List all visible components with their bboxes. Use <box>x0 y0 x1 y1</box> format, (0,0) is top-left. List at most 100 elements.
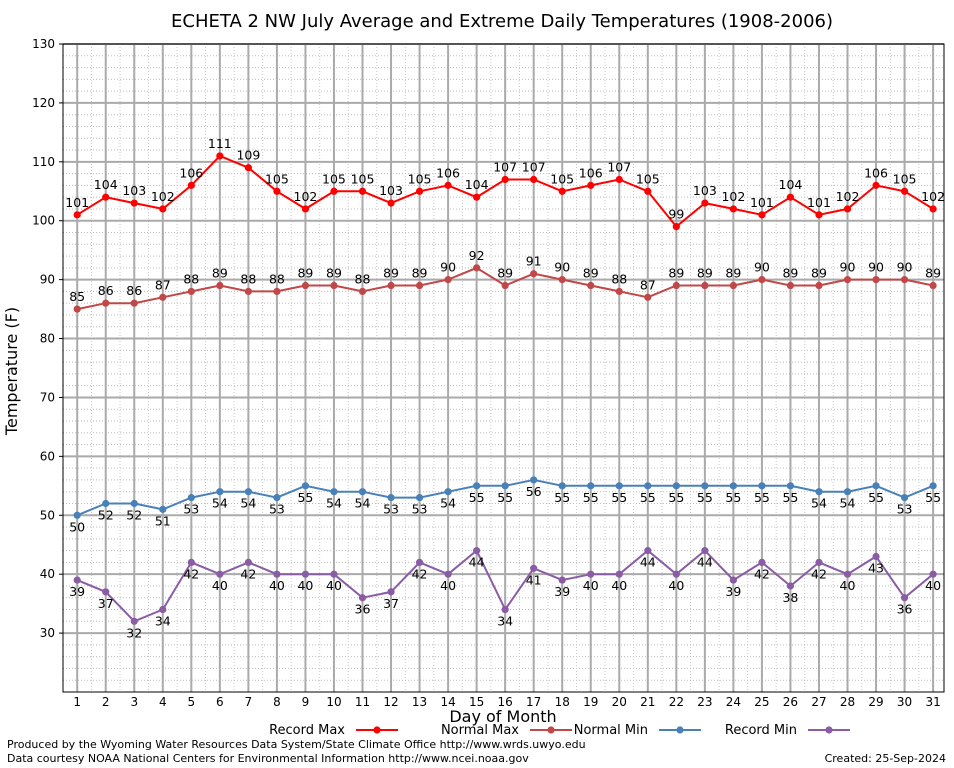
record-min-data-label: 36 <box>897 602 913 617</box>
record-max-data-label: 105 <box>322 171 346 186</box>
record-max-point <box>729 205 737 213</box>
legend-label-record-max: Record Max <box>269 723 345 738</box>
record-min-point <box>301 570 310 578</box>
grid <box>63 43 944 692</box>
x-tick-label: 29 <box>868 695 883 709</box>
record-max-point <box>872 181 880 189</box>
record-max-data-label: 104 <box>779 177 803 192</box>
y-tick-label: 80 <box>40 332 55 346</box>
record-min-point <box>159 605 167 614</box>
record-max-data-label: 103 <box>122 183 146 198</box>
normal-min-point <box>159 505 167 513</box>
record-max-data-label: 102 <box>836 189 860 204</box>
normal-min-point <box>330 488 338 496</box>
normal-max-data-label: 89 <box>782 266 798 281</box>
record-min-data-label: 34 <box>497 614 513 629</box>
normal-min-data-label: 51 <box>155 513 171 528</box>
normal-max-point <box>415 281 424 290</box>
x-tick-label: 15 <box>469 695 484 709</box>
legend: Record Max Normal Max Normal Min Record Min <box>269 723 850 738</box>
normal-min-point <box>729 482 737 490</box>
x-tick-label: 1 <box>73 695 81 709</box>
record-max-data-label: 102 <box>294 189 318 204</box>
x-tick-label: 16 <box>498 695 513 709</box>
normal-min-point <box>530 476 538 484</box>
normal-min-data-label: 55 <box>868 490 884 505</box>
x-tick-label: 23 <box>697 695 712 709</box>
normal-max-point <box>301 281 310 290</box>
normal-min-point <box>102 499 110 508</box>
y-tick-label: 40 <box>40 567 55 581</box>
record-max-data-label: 105 <box>265 171 289 186</box>
normal-max-point <box>473 264 481 272</box>
normal-max-data-label: 88 <box>269 271 285 286</box>
normal-max-point <box>244 287 252 296</box>
normal-min-data-label: 54 <box>326 496 342 511</box>
normal-min-point <box>244 488 252 496</box>
normal-min-point <box>73 511 81 519</box>
record-max-point <box>102 193 110 201</box>
record-max-point <box>758 211 766 219</box>
normal-max-data-label: 89 <box>925 266 941 281</box>
y-tick-label: 70 <box>40 390 55 404</box>
normal-max-point <box>102 299 110 307</box>
record-min-point <box>530 564 538 572</box>
record-min-data-label: 36 <box>355 602 371 617</box>
record-max-point <box>701 199 709 207</box>
normal-min-data-label: 55 <box>297 490 313 505</box>
normal-min-point <box>444 488 452 496</box>
normal-max-point <box>159 293 167 301</box>
x-tick-label: 21 <box>640 695 655 709</box>
normal-min-point <box>587 482 595 490</box>
record-min-point <box>330 570 338 578</box>
normal-max-point <box>73 305 81 313</box>
normal-min-data-label: 55 <box>497 490 513 505</box>
record-max-data-label: 102 <box>151 189 175 204</box>
y-tick-label: 120 <box>32 96 55 110</box>
normal-min-data-label: 55 <box>554 490 570 505</box>
normal-max-point <box>758 276 766 284</box>
record-max-point <box>330 187 338 195</box>
record-max-point <box>301 205 310 213</box>
record-max-point <box>130 199 138 207</box>
record-min-data-label: 42 <box>240 566 256 581</box>
normal-max-data-label: 90 <box>440 260 456 275</box>
x-tick-label: 20 <box>612 695 627 709</box>
record-max-data-label: 106 <box>179 165 203 180</box>
legend-marker-record-max <box>373 726 381 734</box>
x-tick-label: 28 <box>840 695 855 709</box>
series <box>73 152 937 625</box>
record-max-point <box>159 205 167 213</box>
y-tick-label: 30 <box>40 626 55 640</box>
record-min-data-label: 40 <box>440 578 456 593</box>
record-min-data-label: 42 <box>412 566 428 581</box>
x-tick-label: 3 <box>130 695 138 709</box>
record-min-data-label: 37 <box>98 596 114 611</box>
normal-max-data-label: 89 <box>583 266 599 281</box>
record-min-point <box>387 588 395 596</box>
record-max-data-label: 104 <box>94 177 118 192</box>
normal-min-point <box>558 482 566 490</box>
legend-marker-normal-max <box>547 726 555 734</box>
record-min-point <box>358 594 367 602</box>
x-axis-label: Day of Month <box>449 707 556 726</box>
normal-min-data-label: 55 <box>925 490 941 505</box>
normal-max-point <box>530 270 538 278</box>
normal-min-point <box>615 482 623 490</box>
x-tick-label: 8 <box>273 695 281 709</box>
normal-min-data-label: 52 <box>98 507 114 522</box>
normal-max-point <box>815 281 823 290</box>
x-tick-label: 11 <box>355 695 370 709</box>
normal-max-data-label: 85 <box>69 289 85 304</box>
record-min-data-label: 40 <box>840 578 856 593</box>
normal-max-point <box>786 281 795 290</box>
normal-max-point <box>929 281 937 290</box>
record-max-point <box>444 181 452 189</box>
record-min-data-label: 44 <box>697 555 713 570</box>
x-tick-label: 30 <box>897 695 912 709</box>
normal-max-point <box>501 281 509 290</box>
normal-max-data-label: 89 <box>497 266 513 281</box>
record-max-data-label: 102 <box>921 189 945 204</box>
record-max-point <box>530 175 538 184</box>
record-min-data-label: 42 <box>754 566 770 581</box>
